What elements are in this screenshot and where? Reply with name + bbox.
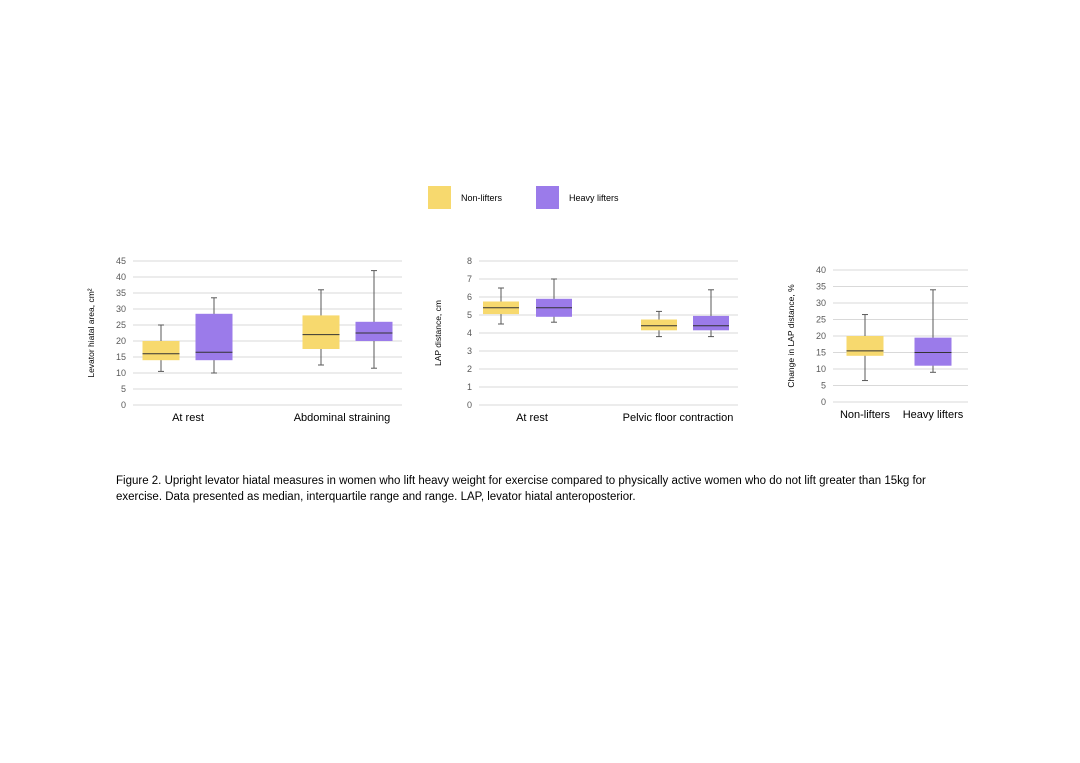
y-tick-label: 8 <box>467 256 472 266</box>
y-tick-label: 45 <box>116 256 126 266</box>
y-tick-label: 25 <box>116 320 126 330</box>
iqr-box <box>142 341 180 361</box>
y-tick-label: 5 <box>821 381 826 391</box>
chart-1: 0 5 10 15 20 25 30 35 40 45 Levator hiatal area, c… <box>86 256 402 424</box>
x-category-label: Pelvic floor contraction <box>623 412 734 424</box>
figure-caption: Figure 2. Upright levator hiatal measure… <box>116 475 926 503</box>
y-tick-label: 20 <box>816 331 826 341</box>
chart-3: 0 5 10 15 20 25 30 35 40 Change in LAP distance, … <box>786 265 968 421</box>
y-tick-label: 2 <box>467 364 472 374</box>
y-axis-label: Change in LAP distance, % <box>786 284 796 388</box>
y-tick-label: 15 <box>116 352 126 362</box>
y-axis-label: Levator hiatal area, cm² <box>86 288 96 377</box>
y-tick-label: 6 <box>467 292 472 302</box>
y-tick-label: 5 <box>121 384 126 394</box>
legend: Non-lifters Heavy lifters <box>428 186 653 209</box>
y-tick-label: 15 <box>816 348 826 358</box>
box-heavy-lifters <box>536 278 572 323</box>
legend-swatch-heavy-lifters <box>536 186 560 209</box>
y-tick-label: 1 <box>467 382 472 392</box>
box-non-lifters <box>641 310 677 338</box>
x-category-label: At rest <box>172 412 204 424</box>
y-tick-label: 30 <box>116 304 126 314</box>
box-non-lifters <box>302 289 340 366</box>
y-tick-label: 0 <box>467 400 472 410</box>
legend-item-heavy-lifters: Heavy lifters <box>536 186 619 209</box>
y-tick-label: 3 <box>467 346 472 356</box>
iqr-box <box>302 315 340 349</box>
iqr-box <box>641 319 677 331</box>
y-tick-label: 25 <box>816 315 826 325</box>
x-category-label: Heavy lifters <box>903 409 964 421</box>
box-heavy-lifters <box>914 289 952 373</box>
y-tick-label: 30 <box>816 298 826 308</box>
box-non-lifters <box>142 324 180 372</box>
x-category-label: At rest <box>516 412 548 424</box>
y-tick-label: 10 <box>116 368 126 378</box>
y-tick-label: 0 <box>821 397 826 407</box>
y-tick-label: 40 <box>116 272 126 282</box>
chart-2: 0 1 2 3 4 5 6 7 8 LAP distance, cm At rest Pelvic f… <box>433 256 738 424</box>
y-axis-label: LAP distance, cm <box>433 300 443 366</box>
legend-label-heavy-lifters: Heavy lifters <box>569 192 619 203</box>
y-tick-label: 0 <box>121 400 126 410</box>
box-heavy-lifters <box>355 270 393 369</box>
y-tick-label: 20 <box>116 336 126 346</box>
legend-label-non-lifters: Non-lifters <box>461 192 503 203</box>
y-tick-label: 5 <box>467 310 472 320</box>
box-heavy-lifters <box>195 297 233 374</box>
iqr-box <box>914 337 952 366</box>
box-non-lifters <box>483 287 519 325</box>
y-tick-label: 40 <box>816 265 826 275</box>
x-category-label: Non-lifters <box>840 409 891 421</box>
legend-swatch-non-lifters <box>428 186 451 209</box>
y-tick-label: 10 <box>816 364 826 374</box>
box-heavy-lifters <box>693 289 729 338</box>
y-tick-label: 35 <box>116 288 126 298</box>
y-tick-label: 7 <box>467 274 472 284</box>
box-non-lifters <box>846 314 884 382</box>
legend-item-non-lifters: Non-lifters <box>428 186 502 209</box>
y-tick-label: 35 <box>816 282 826 292</box>
iqr-box <box>693 315 729 331</box>
iqr-box <box>195 313 233 361</box>
y-tick-label: 4 <box>467 328 472 338</box>
x-category-label: Abdominal straining <box>294 412 391 424</box>
iqr-box <box>355 321 393 341</box>
iqr-box <box>846 336 884 356</box>
